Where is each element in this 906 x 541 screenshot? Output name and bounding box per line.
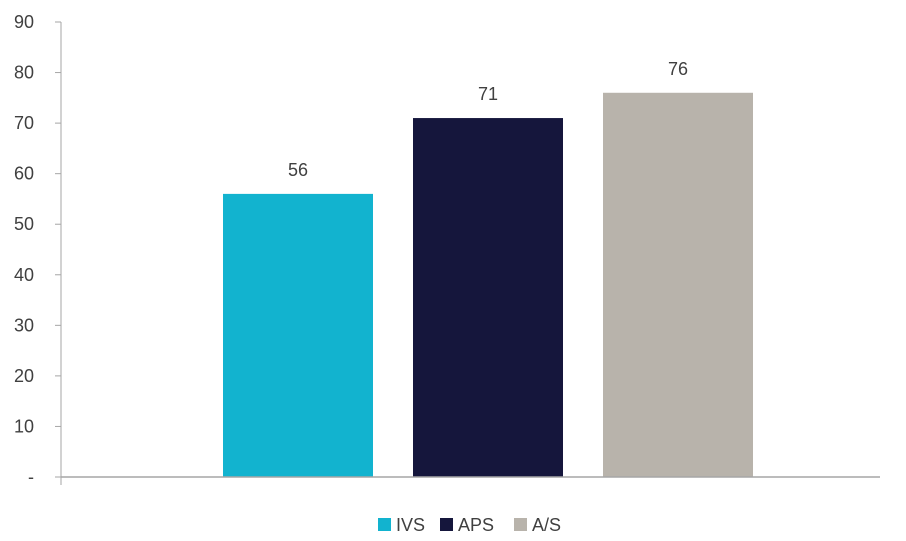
- legend-label: APS: [458, 515, 494, 535]
- legend-swatch: [440, 518, 453, 531]
- legend-swatch: [378, 518, 391, 531]
- bar-aps: [413, 118, 563, 478]
- bars: [223, 92, 753, 478]
- y-tick-label: 50: [14, 214, 34, 234]
- data-label: 71: [478, 84, 498, 104]
- data-labels: 56 71 76: [288, 59, 688, 180]
- y-tick-label: 30: [14, 315, 34, 335]
- data-label: 56: [288, 160, 308, 180]
- data-label: 76: [668, 59, 688, 79]
- y-tick-label: 10: [14, 416, 34, 436]
- bar-ivs: [223, 193, 373, 477]
- legend-label: A/S: [532, 515, 561, 535]
- y-tick-label: 80: [14, 63, 34, 83]
- bar-a-s: [603, 92, 753, 478]
- y-tick-label: 70: [14, 113, 34, 133]
- y-tick-label: 20: [14, 366, 34, 386]
- y-tick-label: 90: [14, 12, 34, 32]
- legend: IVS APS A/S: [378, 515, 561, 535]
- y-tick-label: 60: [14, 164, 34, 184]
- y-axis: - 10 20 30 40 50 60 70 80 90: [14, 12, 62, 487]
- legend-label: IVS: [396, 515, 425, 535]
- y-tick-label: -: [28, 467, 34, 487]
- legend-swatch: [514, 518, 527, 531]
- y-tick-label: 40: [14, 265, 34, 285]
